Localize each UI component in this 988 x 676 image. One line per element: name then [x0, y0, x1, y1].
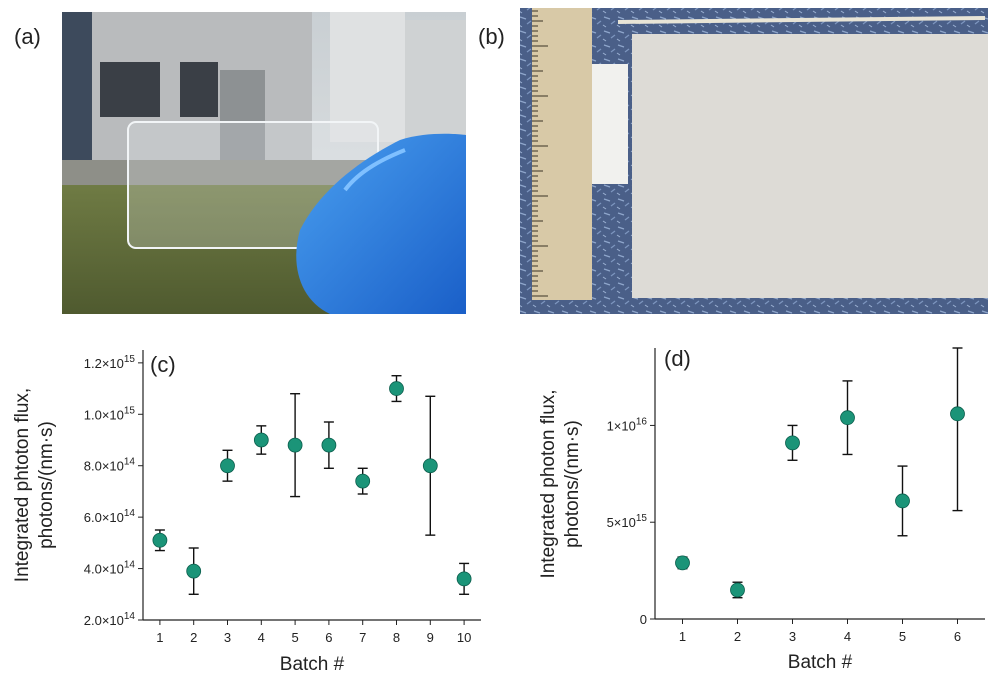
photo-b-ruler-ticks [532, 10, 548, 297]
chart-d-panel-label: (d) [664, 346, 691, 371]
photo-a-window [180, 62, 218, 117]
chart-d-data-point [785, 435, 800, 451]
chart-c-ticks: 1 2 3 4 5 6 7 8 9 10 2.0×1014 4.0×1014 6.0×1014 8.0×1… [84, 354, 472, 645]
chart-d-data-point [895, 493, 910, 509]
chart-d: (d) Batch # Integrated photon flux, phot… [538, 346, 985, 673]
chart-d-x-tick-label: 2 [734, 629, 741, 644]
chart-c-data-point [186, 563, 202, 579]
chart-c-x-tick-label: 7 [359, 630, 366, 645]
chart-c-data-point [287, 437, 303, 453]
chart-c-data-point [389, 381, 404, 396]
chart-c-y-axis-title-line1: Integrated phtoton flux, [12, 388, 33, 582]
chart-d-x-tick-label: 4 [844, 629, 851, 644]
chart-c-data-point [456, 571, 472, 587]
photo-b-label-sticker [592, 64, 628, 184]
chart-d-x-tick-label: 3 [789, 629, 796, 644]
chart-c-y-tick-label: 2.0×1014 [84, 611, 136, 628]
chart-c-x-tick-label: 6 [325, 630, 332, 645]
chart-c-x-tick-label: 2 [190, 630, 197, 645]
chart-d-data-point [730, 582, 745, 598]
chart-c-y-axis-title-line2: photons/(nm·s) [36, 421, 57, 549]
chart-d-x-tick-label: 6 [954, 629, 961, 644]
chart-d-data-point [950, 406, 965, 422]
photo-a-building-pillar [62, 12, 92, 177]
chart-c-x-tick-label: 4 [258, 630, 265, 645]
chart-c-x-tick-label: 8 [393, 630, 400, 645]
chart-c-x-axis-title: Batch # [280, 654, 345, 675]
photo-a-window [100, 62, 160, 117]
panel-label-b: (b) [478, 24, 505, 49]
chart-c-data-point [220, 458, 235, 474]
chart-c-x-tick-label: 10 [457, 630, 471, 645]
chart-d-y-axis-title-line2: photons/(nm·s) [562, 420, 583, 548]
chart-c-y-tick-label: 4.0×1014 [84, 560, 136, 577]
photo-a-door [220, 70, 265, 160]
chart-d-ticks: 1 2 3 4 5 6 0 5×1015 1×1016 [607, 416, 962, 644]
chart-d-marks [675, 347, 965, 599]
chart-c-y-tick-label: 1.0×1015 [84, 405, 136, 422]
photo-a-glove-highlight [343, 148, 406, 192]
chart-c-marks [152, 375, 472, 595]
chart-d-y-axis-title-line1: Integrated photon flux, [538, 389, 559, 578]
photo-panel-b [520, 8, 988, 314]
chart-c-x-tick-label: 5 [291, 630, 298, 645]
photo-b-ruler [532, 8, 592, 300]
chart-c-data-point [253, 432, 269, 448]
chart-c-x-tick-label: 3 [224, 630, 231, 645]
chart-c-data-point [355, 473, 371, 489]
chart-c: (c) Batch # Integrated phtoton flux, pho… [12, 350, 481, 675]
chart-c-x-tick-label: 1 [156, 630, 163, 645]
chart-d-x-axis-title: Batch # [788, 652, 853, 673]
chart-c-data-point [422, 458, 438, 474]
photo-a-blue-glove [296, 133, 466, 314]
chart-d-data-point [675, 555, 690, 571]
chart-d-x-tick-label: 1 [679, 629, 686, 644]
panel-label-a: (a) [14, 24, 41, 49]
chart-d-y-tick-label: 0 [640, 612, 647, 627]
chart-c-x-tick-label: 9 [427, 630, 434, 645]
chart-c-y-tick-label: 8.0×1014 [84, 457, 136, 474]
photo-a-silo [330, 12, 405, 142]
chart-d-y-tick-label: 1×1016 [607, 416, 648, 433]
chart-d-y-tick-label: 5×1015 [607, 513, 648, 530]
photo-b-rod [617, 16, 986, 24]
photo-b-white-sheet [632, 34, 988, 298]
chart-c-data-point [321, 437, 337, 453]
chart-c-data-point [152, 532, 168, 548]
chart-d-x-tick-label: 5 [899, 629, 906, 644]
chart-d-data-point [840, 410, 855, 426]
chart-c-y-tick-label: 1.2×1015 [84, 354, 136, 371]
photo-panel-a [62, 12, 466, 314]
chart-c-y-tick-label: 6.0×1014 [84, 508, 136, 525]
chart-c-panel-label: (c) [150, 352, 176, 377]
